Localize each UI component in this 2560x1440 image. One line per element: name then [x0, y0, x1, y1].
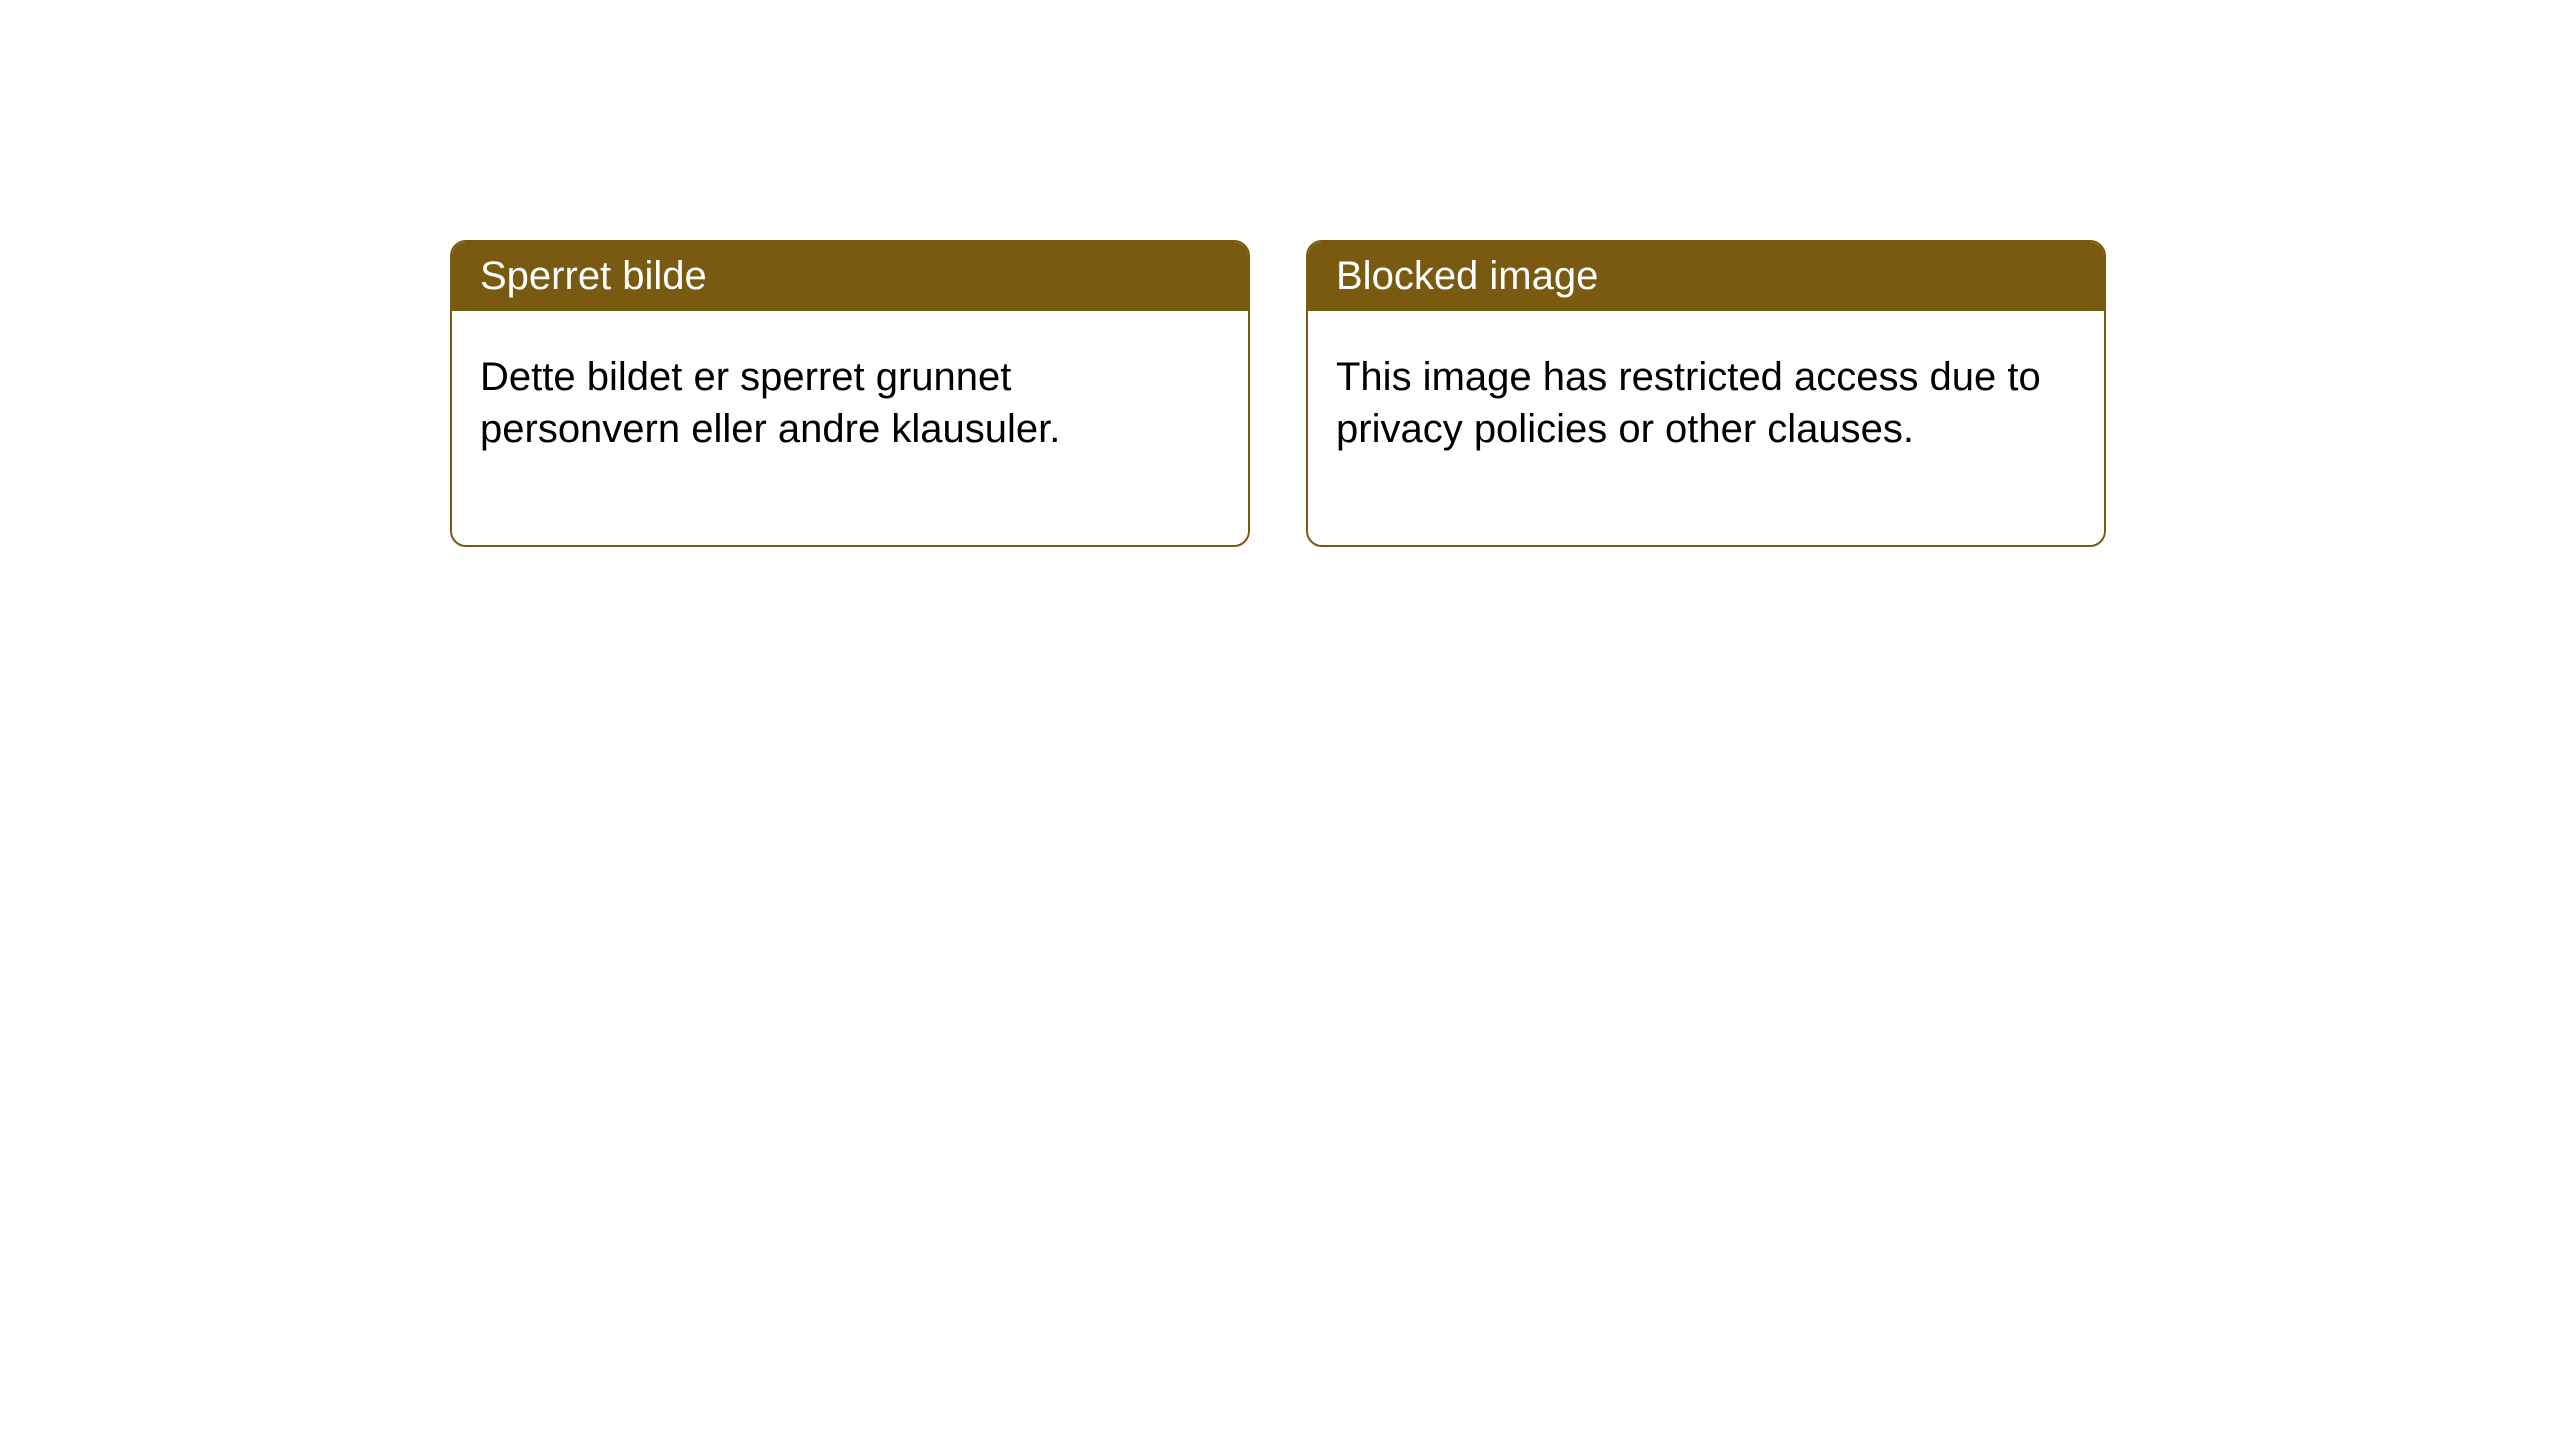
- notice-header: Blocked image: [1308, 242, 2104, 311]
- notice-body: This image has restricted access due to …: [1308, 311, 2104, 545]
- notice-card-right: Blocked image This image has restricted …: [1306, 240, 2106, 547]
- notice-header: Sperret bilde: [452, 242, 1248, 311]
- notice-card-left: Sperret bilde Dette bildet er sperret gr…: [450, 240, 1250, 547]
- notice-cards-container: Sperret bilde Dette bildet er sperret gr…: [450, 240, 2560, 547]
- notice-body: Dette bildet er sperret grunnet personve…: [452, 311, 1248, 545]
